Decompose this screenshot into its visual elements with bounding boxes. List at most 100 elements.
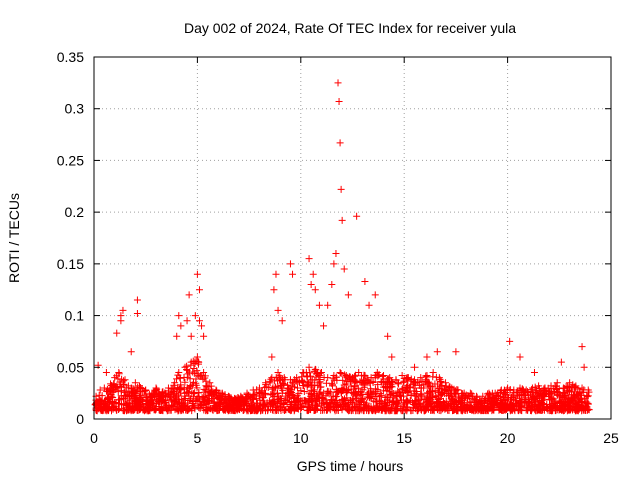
data-point <box>195 389 203 397</box>
data-point <box>359 386 367 394</box>
data-point <box>364 391 372 399</box>
data-point <box>446 383 454 391</box>
data-point <box>351 382 359 390</box>
data-point <box>201 374 209 382</box>
data-point <box>300 369 308 377</box>
data-point <box>485 391 493 399</box>
data-point <box>256 389 264 397</box>
data-point <box>424 405 432 413</box>
data-point <box>311 406 319 414</box>
data-point <box>206 389 214 397</box>
data-point <box>394 379 402 387</box>
data-point <box>389 390 397 398</box>
data-point <box>575 397 583 405</box>
data-point <box>175 312 183 320</box>
data-point <box>487 397 495 405</box>
data-point <box>134 406 142 414</box>
data-point <box>159 388 167 396</box>
data-point <box>163 405 171 413</box>
data-point <box>91 400 99 408</box>
data-point <box>519 387 527 395</box>
data-point <box>155 389 163 397</box>
data-point <box>509 403 517 411</box>
data-point <box>580 363 588 371</box>
data-point <box>540 406 548 414</box>
data-point <box>322 398 330 406</box>
data-point <box>192 381 200 389</box>
data-point <box>113 384 121 392</box>
data-point <box>353 212 361 220</box>
data-point <box>557 397 565 405</box>
data-point <box>114 388 122 396</box>
y-tick-label: 0 <box>76 411 84 427</box>
data-point <box>305 401 313 409</box>
data-point <box>236 397 244 405</box>
data-point <box>502 390 510 398</box>
y-tick-label: 0.25 <box>57 152 84 168</box>
data-point <box>417 394 425 402</box>
data-point <box>526 391 534 399</box>
data-point <box>247 407 255 415</box>
data-point <box>280 380 288 388</box>
data-point <box>330 260 338 268</box>
data-point <box>305 363 313 371</box>
data-point <box>173 375 181 383</box>
data-point <box>320 322 328 330</box>
data-point <box>315 301 323 309</box>
data-point <box>210 398 218 406</box>
data-point <box>410 401 418 409</box>
data-point <box>552 401 560 409</box>
data-point <box>420 384 428 392</box>
data-point <box>215 406 223 414</box>
data-point <box>294 405 302 413</box>
data-point <box>193 270 201 278</box>
data-point <box>344 291 352 299</box>
data-point <box>187 361 195 369</box>
data-point <box>433 348 441 356</box>
data-point <box>289 380 297 388</box>
data-point <box>584 400 592 408</box>
data-point <box>327 402 335 410</box>
data-point <box>245 391 253 399</box>
data-point <box>449 397 457 405</box>
data-point <box>453 386 461 394</box>
data-point <box>396 392 404 400</box>
data-point <box>243 390 251 398</box>
data-point <box>466 398 474 406</box>
data-point <box>439 405 447 413</box>
x-tick-label: 0 <box>90 430 98 446</box>
data-point <box>170 381 178 389</box>
data-point <box>382 402 390 410</box>
data-point <box>536 391 544 399</box>
data-point <box>373 392 381 400</box>
data-point <box>388 389 396 397</box>
data-point <box>400 374 408 382</box>
data-point <box>329 374 337 382</box>
data-point <box>102 407 110 415</box>
data-point <box>536 384 544 392</box>
data-point <box>482 394 490 402</box>
data-point <box>119 306 127 314</box>
data-point <box>512 396 520 404</box>
data-point <box>556 392 564 400</box>
data-point <box>516 353 524 361</box>
data-point <box>183 384 191 392</box>
data-point <box>137 384 145 392</box>
data-point <box>420 407 428 415</box>
data-point <box>208 395 216 403</box>
data-point <box>259 406 267 414</box>
data-point <box>181 394 189 402</box>
data-point <box>534 397 542 405</box>
data-point <box>332 373 340 381</box>
data-point <box>271 399 279 407</box>
data-point <box>581 405 589 413</box>
data-point <box>190 390 198 398</box>
data-point <box>306 378 314 386</box>
data-point <box>196 398 204 406</box>
data-point <box>140 387 148 395</box>
data-point <box>403 376 411 384</box>
data-point <box>337 185 345 193</box>
data-point <box>211 402 219 410</box>
y-tick-label: 0.2 <box>65 204 85 220</box>
